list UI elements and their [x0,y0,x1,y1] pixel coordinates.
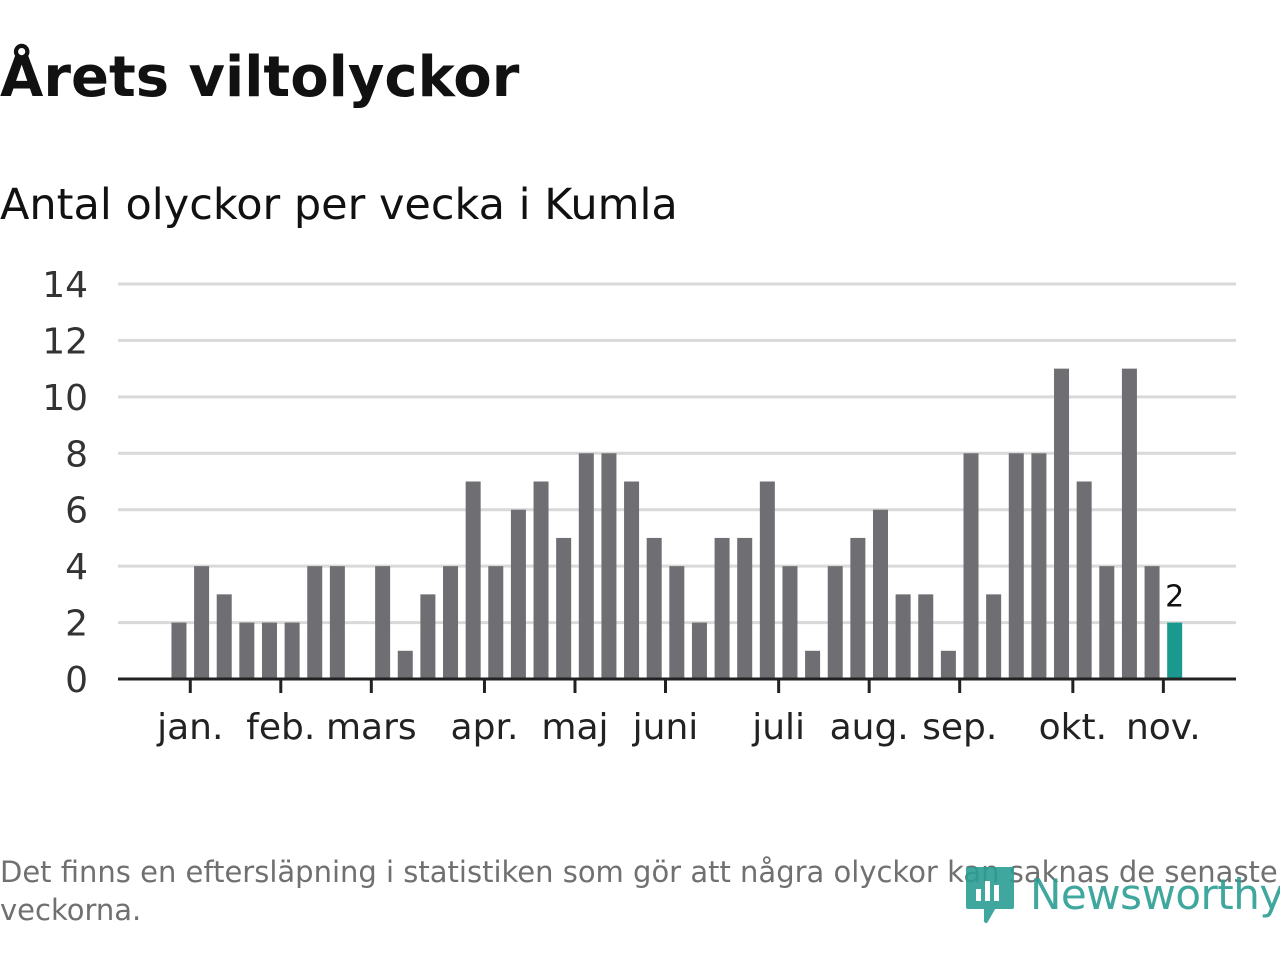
bar [1031,453,1047,679]
bar [261,622,277,679]
bar [578,453,594,679]
bar [759,481,775,679]
y-tick-label: 6 [65,491,88,532]
bar [737,537,753,679]
x-tick-label: juli [751,707,805,748]
newsworthy-logo-text: Newsworthy [1030,869,1280,919]
bar [307,566,323,679]
bar [465,481,481,679]
bar [646,537,662,679]
chart-subtitle: Antal olyckor per vecka i Kumla [0,180,678,230]
y-tick-label: 2 [65,604,88,645]
x-axis-ticks: jan. feb. mars apr. maj juni juli aug. sep. okt. n… [156,679,1201,748]
y-tick-label: 8 [65,434,88,475]
bar [895,594,911,679]
bar [329,566,345,679]
bar [375,566,391,679]
x-tick-label: jan. [156,707,223,748]
bars: 2 [171,368,1184,679]
bar [1054,368,1070,679]
bar [669,566,685,679]
y-axis-ticks: 0 2 4 6 8 10 12 14 [42,265,88,701]
bar-highlight [1167,622,1183,679]
y-tick-label: 12 [42,321,88,362]
bar [850,537,866,679]
gridlines [118,282,1236,625]
bar [827,566,843,679]
bar-chart: 0 2 4 6 8 10 12 14 2 jan. feb. mars apr. maj juni jul… [42,265,1236,748]
bar [805,650,821,679]
bar [872,509,888,679]
bar [963,453,979,679]
bar [1008,453,1024,679]
footnote: Det finns en eftersläpning i statistiken… [0,855,1278,927]
x-tick-label: mars [326,707,417,748]
y-tick-label: 14 [42,265,88,306]
x-tick-label: maj [541,707,608,748]
x-tick-label: aug. [830,707,909,748]
bar [1121,368,1137,679]
y-tick-label: 10 [42,378,88,419]
bar [918,594,934,679]
bar [397,650,413,679]
data-label: 2 [1165,580,1184,615]
bar [239,622,255,679]
bar [624,481,640,679]
y-tick-label: 4 [65,547,88,588]
bar [1144,566,1160,679]
x-tick-label: sep. [922,707,997,748]
bar [533,481,549,679]
bar [510,509,526,679]
newsworthy-logo: Newsworthy [964,862,1280,926]
bar [986,594,1002,679]
bar [488,566,504,679]
chart-title: Årets viltolyckor [0,45,520,110]
x-tick-label: juni [632,707,699,748]
bar [691,622,707,679]
x-tick-label: feb. [246,707,315,748]
bar [1076,481,1092,679]
x-tick-label: apr. [451,707,519,748]
bar [1099,566,1115,679]
bar [194,566,210,679]
bar [284,622,300,679]
bar [782,566,798,679]
bar [443,566,459,679]
y-tick-label: 0 [65,660,88,701]
x-tick-label: nov. [1126,707,1201,748]
bar [420,594,436,679]
bar [714,537,730,679]
bar [216,594,232,679]
bar [940,650,956,679]
bar [601,453,617,679]
bar [171,622,187,679]
x-tick-label: okt. [1039,707,1107,748]
bar [556,537,572,679]
newsworthy-logo-icon [966,867,1014,923]
